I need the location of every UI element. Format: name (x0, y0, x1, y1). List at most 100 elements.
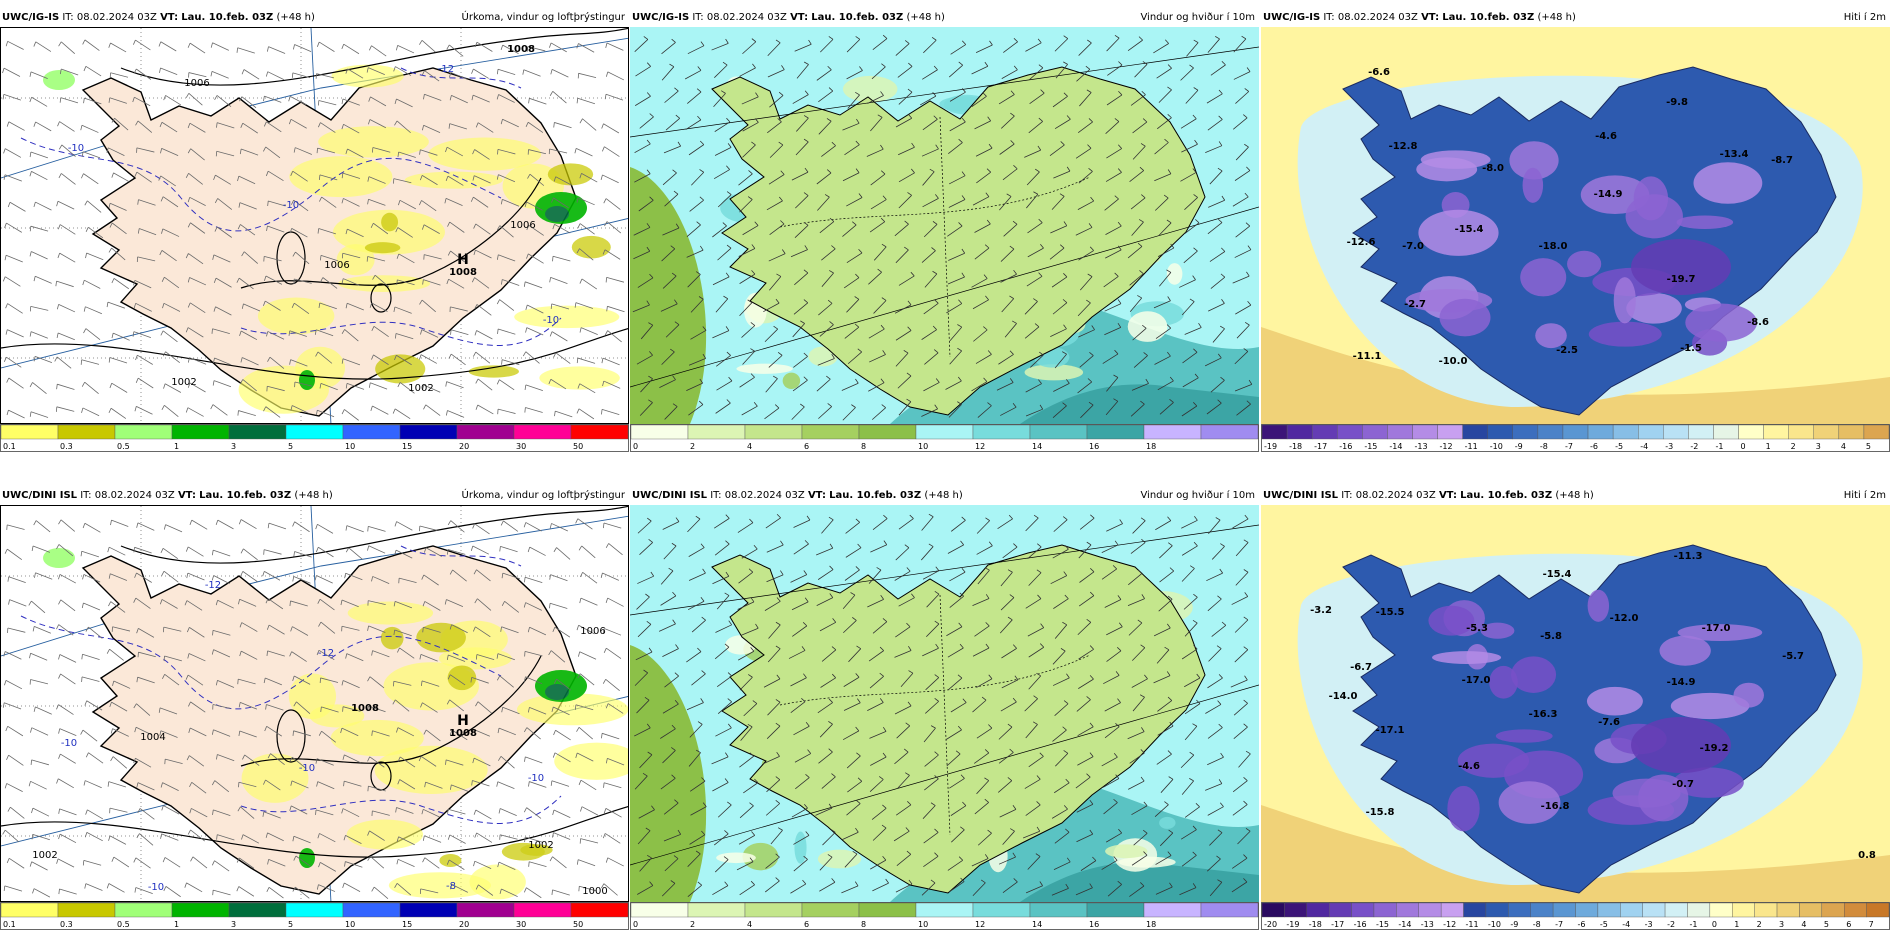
legend-swatch (1143, 902, 1202, 918)
legend-swatch (915, 424, 974, 440)
isobars (1, 28, 628, 380)
temp-legend: -19 -18 -17 -16 -15 -14 -13 -12 -11 -10 -9 -8 -7 -6 -5… (1261, 424, 1890, 452)
meridians (630, 524, 1259, 866)
legend-label: 15 (402, 920, 412, 929)
legend-swatch (1286, 424, 1313, 440)
wind-map[interactable] (630, 27, 1259, 424)
wind-barbs (2, 518, 625, 899)
legend-swatch (972, 902, 1031, 918)
legend-label: 2 (690, 920, 695, 929)
panel-header: UWC/IG-IS IT: 08.02.2024 03Z VT: Lau. 10… (0, 9, 629, 27)
legend-swatch (1587, 424, 1614, 440)
pressure-label: 1008 (449, 267, 477, 278)
legend-label: -13 (1421, 920, 1434, 929)
wind-map[interactable] (630, 505, 1259, 902)
init-time: 08.02.2024 03Z (76, 12, 157, 23)
temperature-value: -15.5 (1376, 607, 1405, 618)
legend-swatch (915, 902, 974, 918)
legend-label: 18 (1146, 442, 1156, 451)
legend-label: -15 (1364, 442, 1377, 451)
legend-label: -18 (1309, 920, 1322, 929)
precip-panel-dini: UWC/DINI ISL IT: 08.02.2024 03Z VT: Lau.… (0, 487, 629, 945)
legend-swatch (171, 902, 230, 918)
legend-label: 3 (231, 442, 236, 451)
legend-label: -8 (1533, 920, 1541, 929)
legend-swatch (228, 424, 287, 440)
legend-swatch (1664, 902, 1688, 918)
legend-swatch (1620, 902, 1643, 918)
legend-label: 5 (1824, 920, 1829, 929)
legend-label: 0 (633, 442, 638, 451)
legend-label: -1 (1689, 920, 1697, 929)
legend-label: 0.3 (60, 442, 73, 451)
legend-swatch (1642, 902, 1666, 918)
legend-label: 6 (804, 442, 809, 451)
legend-label: 0 (1741, 442, 1746, 451)
precip-legend: 0.1 0.3 0.5 1 3 5 10 15 20 30 50 (0, 424, 629, 452)
legend-label: 15 (402, 442, 412, 451)
temperature-value: -13.4 (1720, 149, 1749, 160)
temp-map[interactable]: -6.6 -9.8 -4.6 -12.8 -13.4 -8.7 -8.0 -14.9 -15.4… (1261, 27, 1890, 424)
legend-swatch (1709, 902, 1733, 918)
legend-label: 3 (1816, 442, 1821, 451)
legend-label: 0.5 (117, 920, 130, 929)
legend-swatch (1086, 902, 1145, 918)
temperature-value: -5.7 (1782, 651, 1804, 662)
temperature-isolines (20, 67, 562, 346)
legend-label: 14 (1032, 920, 1042, 929)
precip-map[interactable]: 1008 1006 -12 -10 -10 1008 -10 1002 1002 1006 1006… (0, 27, 629, 424)
legend-swatch (972, 424, 1031, 440)
legend-swatch (285, 902, 344, 918)
temp-map[interactable]: -11.3 -15.4 -3.2 -15.5 -12.0 -5.3 -5.8 -17.0 -5.… (1261, 505, 1890, 902)
legend-label: 5 (288, 920, 293, 929)
legend-label: 0.1 (3, 920, 16, 929)
legend-swatch (1200, 424, 1259, 440)
legend-label: 14 (1032, 442, 1042, 451)
legend-label: -13 (1414, 442, 1427, 451)
pressure-label: 1002 (32, 850, 57, 861)
model-name: UWC/IG-IS (1263, 12, 1321, 23)
region-borders (779, 594, 1091, 836)
temperature-value: 0.8 (1858, 850, 1876, 861)
legend-label: 10 (345, 920, 355, 929)
temperature-label: -10 (148, 882, 164, 893)
legend-swatch (513, 424, 572, 440)
wind-barbs (2, 39, 625, 421)
legend-swatch (1485, 902, 1509, 918)
lead-time: (+48 h) (1555, 490, 1594, 501)
legend-swatch (1866, 902, 1890, 918)
legend-label: -10 (1490, 442, 1503, 451)
temperature-labels: -11.3 -15.4 -3.2 -15.5 -12.0 -5.3 -5.8 -17.0 -5.… (1310, 551, 1876, 861)
temp-legend: -20 -19 -18 -17 -16 -15 -14 -13 -12 -11 -10 -9 -8 -7-… (1261, 902, 1890, 930)
temperature-value: -12.0 (1610, 613, 1639, 624)
legend-label: 10 (918, 920, 928, 929)
temperature-value: -17.0 (1702, 623, 1731, 634)
legend-label: 30 (516, 920, 526, 929)
legend-swatch (1086, 424, 1145, 440)
legend-swatch (744, 902, 803, 918)
legend-swatch (1638, 424, 1664, 440)
temperature-isolines (20, 545, 562, 824)
wind-barbs (634, 513, 1251, 897)
panel-title: Vindur og hviður í 10m (1140, 12, 1255, 23)
model-name: UWC/DINI ISL (1263, 490, 1339, 501)
legend-label: -2 (1667, 920, 1675, 929)
legend-label: 7 (1869, 920, 1874, 929)
legend-swatch (1813, 424, 1840, 440)
valid-time: Lau. 10.feb. 03Z (1460, 490, 1553, 501)
temperature-labels: -6.6 -9.8 -4.6 -12.8 -13.4 -8.7 -8.0 -14.9 -15.4… (1347, 67, 1793, 367)
map-labels: -12 -12 1006 1008 1004 1008 -10 -10 -10 1002 1002 -… (32, 580, 607, 897)
legend-label: -19 (1264, 442, 1277, 451)
temperature-value: -6.6 (1368, 67, 1390, 78)
legend-label: 0.1 (3, 442, 16, 451)
legend-swatch (57, 902, 116, 918)
init-time: 08.02.2024 03Z (1355, 490, 1436, 501)
legend-label: 50 (573, 920, 583, 929)
legend-swatch (1387, 424, 1413, 440)
legend-label: -14 (1398, 920, 1411, 929)
legend-label: -11 (1465, 442, 1478, 451)
legend-swatch (1844, 902, 1867, 918)
legend-swatch (570, 902, 629, 918)
precip-map[interactable]: -12 -12 1006 1008 1004 1008 -10 -10 -10 1002 1002 -… (0, 505, 629, 902)
legend-label: -3 (1665, 442, 1673, 451)
